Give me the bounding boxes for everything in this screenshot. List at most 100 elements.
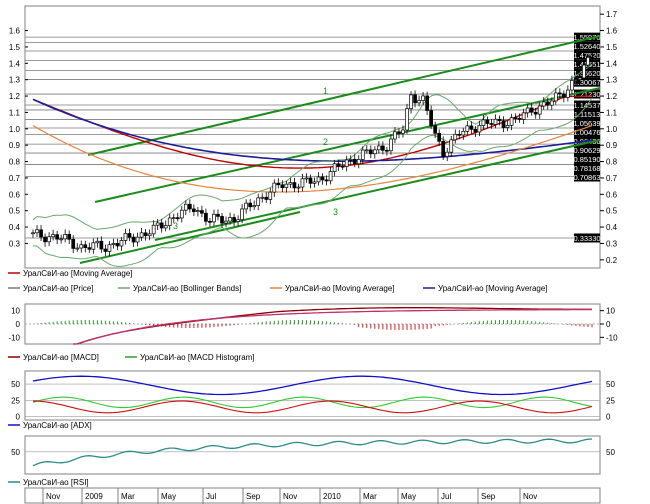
adx-right-tick: 25 xyxy=(606,396,615,405)
candle-body xyxy=(368,149,373,155)
candle-body xyxy=(525,107,530,114)
candle-body xyxy=(570,80,574,91)
macd-right-tick: 10 xyxy=(606,307,615,316)
candle-body xyxy=(183,203,188,211)
price-level-tag: 1.52640 xyxy=(573,41,601,51)
right-tick-label: 0.6 xyxy=(606,190,618,199)
macd-left-tick: -10 xyxy=(8,333,20,342)
channel-line-lower-left xyxy=(79,211,301,264)
adx-left-tick: 0 xyxy=(16,413,21,422)
candle-body xyxy=(509,117,514,126)
candle-body xyxy=(300,178,305,188)
price-level-tag: 1.35620 xyxy=(573,68,601,78)
price-level-tag-text: 1.21230 xyxy=(573,90,600,99)
rsi-left-tick: 50 xyxy=(11,448,20,457)
di-plus-line xyxy=(32,396,593,409)
candle-body xyxy=(545,101,550,106)
candle-body xyxy=(381,145,385,151)
legend-label: УралСвИ-ао [ADX] xyxy=(23,421,92,430)
right-tick-label: 1.4 xyxy=(606,59,618,68)
right-tick-label: 1.5 xyxy=(606,43,618,52)
candle-body xyxy=(71,238,76,249)
legend-label: УралСвИ-ао [Moving Average] xyxy=(285,284,395,293)
candle-body xyxy=(312,181,317,184)
candle-body xyxy=(537,105,542,115)
channel-line-lower xyxy=(154,139,601,241)
price-level-tag-text: 0.78168 xyxy=(573,164,600,173)
right-tick-label: 1.7 xyxy=(606,10,618,19)
candle-body xyxy=(360,149,365,160)
macd-legend: УралСвИ-ао [MACD] УралСвИ-ао [MACD Histog… xyxy=(8,353,255,362)
legend-item: УралСвИ-ао [RSI] xyxy=(8,478,89,487)
xaxis-label: Jul xyxy=(206,492,216,501)
candle-body xyxy=(505,125,510,128)
candle-body xyxy=(63,233,68,240)
left-tick-label: 1.6 xyxy=(9,27,21,36)
candle-body xyxy=(200,210,204,214)
adx-line xyxy=(32,375,593,396)
candle-body xyxy=(280,184,285,188)
candle-body xyxy=(276,182,281,186)
price-level-tag-bg xyxy=(574,145,600,155)
legend-item: УралСвИ-ао [Moving Average] xyxy=(270,284,395,293)
candle-body xyxy=(224,220,228,224)
candle-body xyxy=(171,217,176,220)
candle-body xyxy=(477,125,482,133)
candle-body xyxy=(272,182,277,193)
candle-body xyxy=(372,149,377,155)
candle-body xyxy=(533,111,538,115)
price-level-tag-bg xyxy=(574,118,600,128)
candle-body xyxy=(51,234,55,238)
left-tick-label: 0.9 xyxy=(9,141,21,150)
legend-item: УралСвИ-ао [Bollinger Bands] xyxy=(118,284,241,293)
candle-body xyxy=(553,92,558,102)
price-level-tag: 1.21230 xyxy=(573,89,601,99)
candle-body xyxy=(248,202,253,208)
price-level-tag-text: 0.90629 xyxy=(573,146,600,155)
left-tick-label: 0.8 xyxy=(9,158,21,167)
legend-label: УралСвИ-ао [MACD] xyxy=(23,353,99,362)
candle-body xyxy=(167,217,172,226)
price-level-tag-text: 1.00476 xyxy=(573,128,600,137)
candle-body xyxy=(95,240,100,244)
xaxis-label: Mar xyxy=(121,492,135,501)
candle-body xyxy=(123,233,128,241)
candle-body xyxy=(240,208,244,221)
price-level-tag-bg xyxy=(574,163,600,173)
candle-body xyxy=(256,197,261,206)
right-tick-label: 1.3 xyxy=(606,76,618,85)
price-level-tag-bg xyxy=(574,77,600,87)
candle-body xyxy=(111,243,116,245)
candle-body xyxy=(252,205,257,208)
xaxis-label: Sep xyxy=(246,492,261,501)
candle-body xyxy=(566,89,570,98)
xaxis-area xyxy=(24,487,601,504)
candle-body xyxy=(147,233,152,237)
left-tick-label: 0.3 xyxy=(9,239,21,248)
price-level-tag-bg xyxy=(574,109,600,119)
legend-label: УралСвИ-ао [Price] xyxy=(23,284,94,293)
candle-body xyxy=(501,120,506,128)
candle-body xyxy=(344,159,349,168)
price-level-tag: 1.30067 xyxy=(573,77,601,87)
candle-body xyxy=(469,125,474,130)
candle-body xyxy=(292,182,297,189)
macd-panel: 10 10 0 0 -10 -10 xyxy=(8,303,618,345)
right-tick-label: 1.0 xyxy=(606,125,618,134)
legend-item: УралСвИ-ао [MACD Histogram] xyxy=(125,353,255,362)
candle-body xyxy=(79,244,84,249)
candle-body xyxy=(119,240,124,247)
candle-body xyxy=(155,222,160,226)
right-tick-label: 1.2 xyxy=(606,92,618,101)
candle-body xyxy=(31,232,35,235)
right-tick-label: 0.2 xyxy=(606,256,618,265)
candle-body xyxy=(409,94,413,110)
candle-body xyxy=(244,202,248,210)
price-plot-area xyxy=(24,5,601,269)
price-level-tag-bg xyxy=(574,172,600,182)
candle-body xyxy=(356,159,361,165)
candle-body xyxy=(192,208,196,212)
price-level-tag: 0.33330 xyxy=(573,233,601,243)
xaxis-label: Jul xyxy=(441,492,451,501)
channel-label: 3 xyxy=(333,207,338,217)
